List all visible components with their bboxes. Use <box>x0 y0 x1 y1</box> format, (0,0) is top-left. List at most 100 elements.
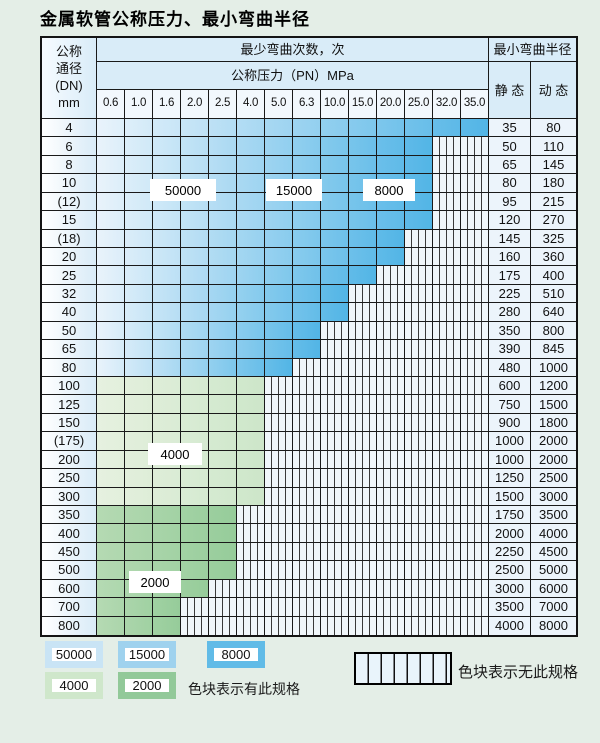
spec-cell <box>181 579 209 599</box>
no-spec-cell <box>433 303 461 322</box>
spec-cell <box>265 321 293 341</box>
no-spec-cell <box>265 377 293 396</box>
no-spec-cell <box>433 413 461 433</box>
static-radius-value: 1500 <box>489 487 531 506</box>
spec-cell <box>181 542 209 562</box>
no-spec-cell <box>293 542 321 562</box>
spec-cell <box>153 155 181 175</box>
dn-cell: 250 <box>42 469 97 488</box>
no-spec-cell <box>265 579 293 599</box>
spec-cell <box>237 395 265 414</box>
spec-cell <box>349 119 377 138</box>
no-spec-cell <box>433 450 461 470</box>
spec-cell <box>349 229 377 248</box>
static-radius-value: 1000 <box>489 450 531 470</box>
static-radius-value: 80 <box>489 174 531 193</box>
spec-cell <box>237 266 265 285</box>
dn-cell: 8 <box>42 155 97 175</box>
dn-cell: 25 <box>42 266 97 285</box>
dn-cell: 10 <box>42 174 97 193</box>
no-spec-cell <box>293 506 321 525</box>
spec-cell <box>209 413 237 433</box>
spec-cell <box>321 211 349 230</box>
spec-cell <box>237 469 265 488</box>
no-spec-cell <box>321 358 349 377</box>
no-spec-cell <box>321 450 349 470</box>
spec-cell <box>153 542 181 562</box>
spec-cell <box>153 487 181 506</box>
no-spec-cell <box>405 248 433 267</box>
no-spec-cell <box>237 506 265 525</box>
dynamic-radius-value: 1200 <box>531 377 576 396</box>
static-radius-value: 65 <box>489 155 531 175</box>
spec-cell <box>237 137 265 156</box>
no-spec-cell <box>321 524 349 543</box>
no-spec-cell <box>293 579 321 599</box>
spec-cell <box>97 506 125 525</box>
spec-cell <box>125 321 153 341</box>
dn-header-line: mm <box>58 94 80 110</box>
no-spec-cell <box>433 561 461 580</box>
spec-cell <box>209 303 237 322</box>
no-spec-cell <box>349 321 377 341</box>
spec-cell <box>293 284 321 304</box>
dynamic-radius-value: 845 <box>531 340 576 359</box>
no-spec-cell <box>377 450 405 470</box>
spec-cell <box>153 229 181 248</box>
no-spec-cell <box>209 598 237 617</box>
dn-cell: (12) <box>42 192 97 212</box>
spec-cell <box>349 211 377 230</box>
spec-cell <box>97 248 125 267</box>
static-column-header: 静 态 <box>489 62 531 119</box>
no-spec-cell <box>265 469 293 488</box>
spec-cell <box>237 413 265 433</box>
dynamic-radius-value: 7000 <box>531 598 576 617</box>
spec-cell <box>377 211 405 230</box>
spec-cell <box>125 542 153 562</box>
spec-cell <box>97 469 125 488</box>
spec-cell <box>125 211 153 230</box>
spec-cell <box>181 284 209 304</box>
no-spec-cell <box>405 579 433 599</box>
nominal-pressure-header: 公称压力（PN）MPa <box>97 62 489 90</box>
spec-cell <box>237 340 265 359</box>
spec-cell <box>125 432 153 451</box>
no-spec-cell <box>405 506 433 525</box>
no-spec-cell <box>349 303 377 322</box>
spec-cell <box>97 616 125 635</box>
spec-cell <box>181 137 209 156</box>
spec-cell <box>153 248 181 267</box>
spec-cell <box>97 192 125 212</box>
spec-cell <box>97 211 125 230</box>
spec-cell <box>209 506 237 525</box>
spec-cell <box>97 579 125 599</box>
dynamic-radius-value: 215 <box>531 192 576 212</box>
spec-cell <box>97 303 125 322</box>
spec-cell <box>125 266 153 285</box>
spec-cell <box>125 524 153 543</box>
spec-cell <box>153 377 181 396</box>
spec-cell <box>293 340 321 359</box>
no-spec-cell <box>461 248 489 267</box>
dynamic-radius-value: 1800 <box>531 413 576 433</box>
no-spec-cell <box>265 506 293 525</box>
no-spec-cell <box>321 413 349 433</box>
no-spec-cell <box>349 506 377 525</box>
spec-cell <box>97 119 125 138</box>
spec-cell <box>153 506 181 525</box>
no-spec-cell <box>405 266 433 285</box>
spec-cell <box>153 395 181 414</box>
spec-cell <box>237 211 265 230</box>
spec-cell <box>209 487 237 506</box>
spec-cell <box>181 119 209 138</box>
static-radius-value: 280 <box>489 303 531 322</box>
no-spec-cell <box>405 358 433 377</box>
spec-cell <box>209 542 237 562</box>
zone-label-4000: 4000 <box>148 443 202 465</box>
spec-cell <box>125 284 153 304</box>
spec-cell <box>377 229 405 248</box>
no-spec-cell <box>181 616 209 635</box>
no-spec-cell <box>265 598 293 617</box>
dynamic-radius-value: 1000 <box>531 358 576 377</box>
spec-cell <box>293 248 321 267</box>
